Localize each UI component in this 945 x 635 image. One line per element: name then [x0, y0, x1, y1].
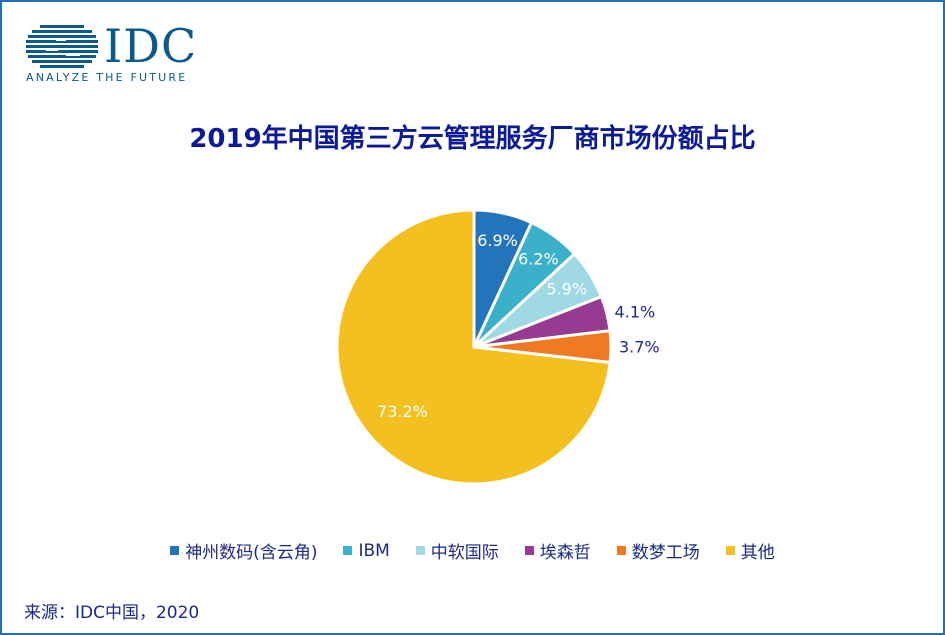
pie-data-label-3: 4.1% [615, 302, 656, 321]
legend-label: 中软国际 [430, 543, 499, 563]
pie-data-label-1: 6.2% [518, 249, 559, 268]
logo-tagline: ANALYZE THE FUTURE [26, 71, 188, 84]
legend-swatch [725, 546, 735, 555]
legend-item-3: 埃森哲 [524, 538, 591, 563]
legend-item-1: IBM [343, 538, 390, 563]
legend-item-2: 中软国际 [415, 538, 499, 563]
legend-label: IBM [358, 540, 390, 561]
pie-data-label-2: 5.9% [546, 280, 587, 299]
chart-title: 2019年中国第三方云管理服务厂商市场份额占比 [189, 124, 756, 154]
legend-swatch [616, 546, 626, 555]
legend-label: 数梦工场 [631, 543, 700, 563]
legend-swatch [415, 546, 425, 555]
legend-swatch [170, 546, 180, 555]
pie-data-label-0: 6.9% [477, 231, 518, 250]
idc-logo: IDC ANALYZE THE FUTURE [24, 20, 224, 86]
pie-data-label-5: 73.2% [377, 402, 428, 421]
pie-slice-5 [335, 208, 612, 486]
chart-legend: 神州数码(含云角) IBM 中软国际 埃森哲 数梦工场 其他 [0, 538, 945, 563]
legend-item-0: 神州数码(含云角) [170, 538, 317, 563]
pie-data-label-4: 3.7% [619, 338, 660, 357]
legend-label: 其他 [740, 543, 775, 563]
source-note: 来源：IDC中国，2020 [24, 603, 200, 623]
legend-item-5: 其他 [725, 538, 775, 563]
legend-swatch [524, 546, 534, 555]
logo-wordmark: IDC [104, 19, 198, 73]
legend-label: 埃森哲 [539, 543, 591, 563]
legend-swatch [343, 546, 353, 555]
legend-item-4: 数梦工场 [616, 538, 700, 563]
globe-stripes-icon [26, 25, 98, 68]
legend-label: 神州数码(含云角) [185, 543, 318, 563]
